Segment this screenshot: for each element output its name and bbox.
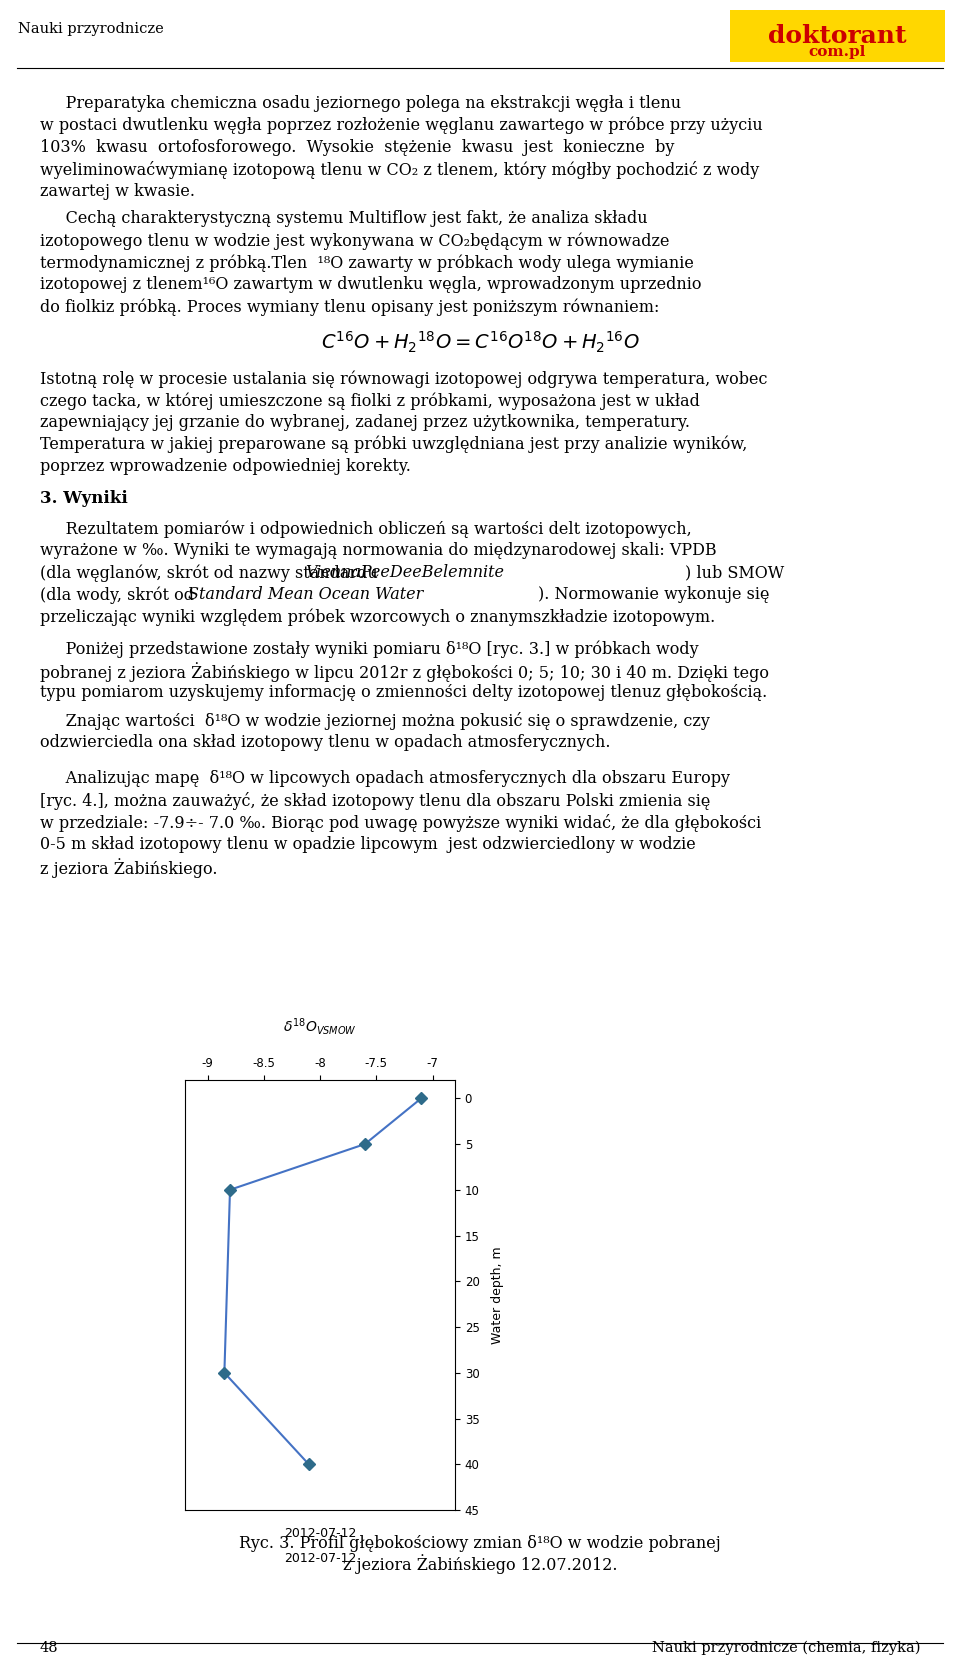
Text: izotopowego tlenu w wodzie jest wykonywana w CO₂będącym w równowadze: izotopowego tlenu w wodzie jest wykonywa… (40, 233, 669, 249)
Text: termodynamicznej z próbką.Tlen  ¹⁸O zawarty w próbkach wody ulega wymianie: termodynamicznej z próbką.Tlen ¹⁸O zawar… (40, 254, 694, 271)
Text: pobranej z jeziora Żabińskiego w lipcu 2012r z głębokości 0; 5; 10; 30 i 40 m. D: pobranej z jeziora Żabińskiego w lipcu 2… (40, 663, 769, 683)
Text: Ryc. 3. Profil głębokościowy zmian δ¹⁸O w wodzie pobranej: Ryc. 3. Profil głębokościowy zmian δ¹⁸O … (239, 1536, 721, 1553)
Text: ). Normowanie wykonuje się: ). Normowanie wykonuje się (538, 586, 770, 602)
Text: izotopowej z tlenem¹⁶O zawartym w dwutlenku węgla, wprowadzonym uprzednio: izotopowej z tlenem¹⁶O zawartym w dwutle… (40, 276, 702, 293)
Text: zapewniający jej grzanie do wybranej, zadanej przez użytkownika, temperatury.: zapewniający jej grzanie do wybranej, za… (40, 413, 690, 432)
Text: czego tacka, w której umieszczone są fiolki z próbkami, wyposażona jest w układ: czego tacka, w której umieszczone są fio… (40, 391, 700, 410)
Text: Poniżej przedstawione zostały wyniki pomiaru δ¹⁸O [ryc. 3.] w próbkach wody: Poniżej przedstawione zostały wyniki pom… (40, 641, 699, 657)
Text: z jeziora Żabińskiego 12.07.2012.: z jeziora Żabińskiego 12.07.2012. (343, 1554, 617, 1574)
Text: Cechą charakterystyczną systemu Multiflow jest fakt, że analiza składu: Cechą charakterystyczną systemu Multiflo… (40, 211, 648, 228)
Text: ViennaPeeDeeBelemnite: ViennaPeeDeeBelemnite (305, 564, 504, 581)
Text: Preparatyka chemiczna osadu jeziornego polega na ekstrakcji węgła i tlenu: Preparatyka chemiczna osadu jeziornego p… (40, 95, 682, 112)
Text: ) lub SMOW: ) lub SMOW (685, 564, 784, 581)
Text: poprzez wprowadzenie odpowiedniej korekty.: poprzez wprowadzenie odpowiedniej korekt… (40, 458, 411, 475)
Text: w postaci dwutlenku węgła poprzez rozłożenie węglanu zawartego w próbce przy uży: w postaci dwutlenku węgła poprzez rozłoż… (40, 117, 763, 134)
Text: 3. Wyniki: 3. Wyniki (40, 490, 128, 507)
Y-axis label: Water depth, m: Water depth, m (491, 1246, 504, 1343)
Text: (dla wody, skrót od: (dla wody, skrót od (40, 586, 199, 604)
Text: Nauki przyrodnicze (chemia, fizyka): Nauki przyrodnicze (chemia, fizyka) (652, 1641, 920, 1655)
Text: wyeliminowaćwymianę izotopową tlenu w CO₂ z tlenem, który mógłby pochodzić z wod: wyeliminowaćwymianę izotopową tlenu w CO… (40, 161, 759, 179)
Text: Nauki przyrodnicze: Nauki przyrodnicze (18, 22, 164, 37)
Text: odzwierciedla ona skład izotopowy tlenu w opadach atmosferycznych.: odzwierciedla ona skład izotopowy tlenu … (40, 734, 611, 751)
Text: Znając wartości  δ¹⁸O w wodzie jeziornej można pokusić się o sprawdzenie, czy: Znając wartości δ¹⁸O w wodzie jeziornej … (40, 713, 709, 729)
Text: com.pl: com.pl (809, 45, 866, 59)
Text: Istotną rolę w procesie ustalania się równowagi izotopowej odgrywa temperatura, : Istotną rolę w procesie ustalania się ró… (40, 370, 767, 388)
Text: Temperatura w jakiej preparowane są próbki uwzględniana jest przy analizie wynik: Temperatura w jakiej preparowane są prób… (40, 437, 748, 453)
Text: wyrażone w ‰. Wyniki te wymagają normowania do międzynarodowej skali: VPDB: wyrażone w ‰. Wyniki te wymagają normowa… (40, 542, 716, 559)
Text: 0-5 m skład izotopowy tlenu w opadzie lipcowym  jest odzwierciedlony w wodzie: 0-5 m skład izotopowy tlenu w opadzie li… (40, 836, 696, 853)
Text: 2012-07-12: 2012-07-12 (284, 1527, 356, 1541)
Text: Standard Mean Ocean Water: Standard Mean Ocean Water (188, 586, 423, 602)
Text: z jeziora Żabińskiego.: z jeziora Żabińskiego. (40, 858, 218, 878)
X-axis label: 2012-07-12: 2012-07-12 (284, 1551, 356, 1564)
Text: przeliczając wyniki względem próbek wzorcowych o znanymszkładzie izotopowym.: przeliczając wyniki względem próbek wzor… (40, 607, 715, 626)
Text: typu pomiarom uzyskujemy informację o zmienności delty izotopowej tlenuz głęboko: typu pomiarom uzyskujemy informację o zm… (40, 684, 767, 701)
Text: doktorant: doktorant (768, 23, 907, 49)
Text: 48: 48 (40, 1641, 59, 1655)
Text: zawartej w kwasie.: zawartej w kwasie. (40, 182, 195, 201)
Text: $C^{16}O + H_2{}^{18}O = C^{16}O^{18}O + H_2{}^{16}O$: $C^{16}O + H_2{}^{18}O = C^{16}O^{18}O +… (321, 330, 639, 355)
Text: Rezultatem pomiarów i odpowiednich obliczeń są wartości delt izotopowych,: Rezultatem pomiarów i odpowiednich oblic… (40, 520, 692, 537)
Title: $\delta^{18}O_{VSMOW}$: $\delta^{18}O_{VSMOW}$ (283, 1016, 357, 1037)
FancyBboxPatch shape (730, 10, 945, 62)
Text: Analizując mapę  δ¹⁸O w lipcowych opadach atmosferycznych dla obszaru Europy: Analizując mapę δ¹⁸O w lipcowych opadach… (40, 770, 730, 786)
Text: [ryc. 4.], można zauważyć, że skład izotopowy tlenu dla obszaru Polski zmienia s: [ryc. 4.], można zauważyć, że skład izot… (40, 791, 710, 810)
Text: do fiolkiz próbką. Proces wymiany tlenu opisany jest poniższym równaniem:: do fiolkiz próbką. Proces wymiany tlenu … (40, 298, 660, 316)
Text: (dla węglanów, skrót od nazwy standardu: (dla węglanów, skrót od nazwy standardu (40, 564, 383, 582)
Text: 103%  kwasu  ortofosforowego.  Wysokie  stężenie  kwasu  jest  konieczne  by: 103% kwasu ortofosforowego. Wysokie stęż… (40, 139, 674, 156)
Text: w przedziale: -7.9÷- 7.0 ‰. Biorąc pod uwagę powyższe wyniki widać, że dla głębo: w przedziale: -7.9÷- 7.0 ‰. Biorąc pod u… (40, 815, 761, 831)
